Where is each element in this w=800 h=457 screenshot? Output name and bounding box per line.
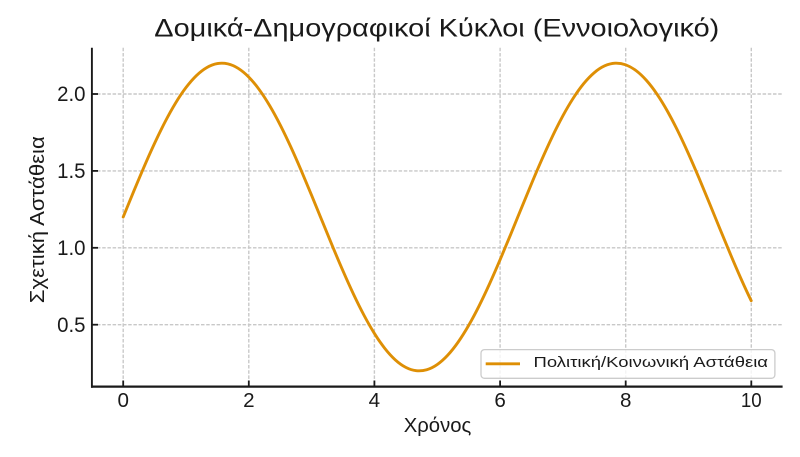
svg-text:1.0: 1.0 xyxy=(57,237,85,260)
svg-text:Δομικά-Δημογραφικοί Κύκλοι (Εν: Δομικά-Δημογραφικοί Κύκλοι (Εννοιολογικό… xyxy=(154,15,719,43)
svg-text:1.5: 1.5 xyxy=(57,160,85,183)
svg-text:0: 0 xyxy=(117,389,128,412)
svg-text:2.0: 2.0 xyxy=(57,83,85,106)
svg-text:6: 6 xyxy=(494,389,505,412)
svg-text:0.5: 0.5 xyxy=(57,314,85,337)
svg-text:4: 4 xyxy=(369,389,380,412)
svg-text:10: 10 xyxy=(741,389,762,412)
svg-text:2: 2 xyxy=(243,389,254,412)
svg-text:Χρόνος: Χρόνος xyxy=(404,415,472,437)
svg-text:Σχετική Αστάθεια: Σχετική Αστάθεια xyxy=(27,136,49,303)
svg-text:8: 8 xyxy=(620,389,631,412)
svg-text:Πολιτική/Κοινωνική Αστάθεια: Πολιτική/Κοινωνική Αστάθεια xyxy=(534,355,769,371)
